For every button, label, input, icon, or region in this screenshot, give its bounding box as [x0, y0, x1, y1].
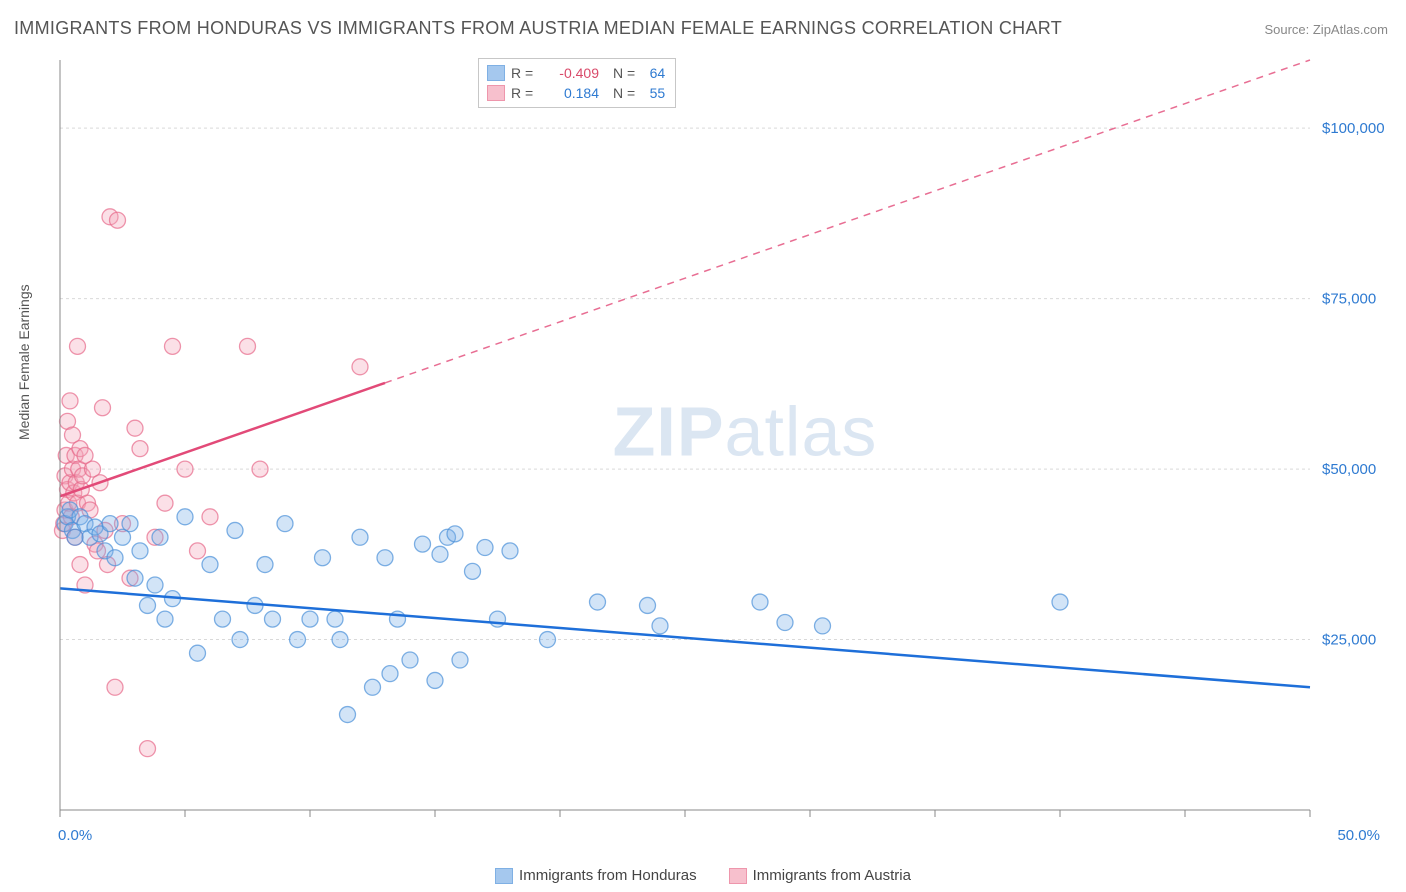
- legend-item-austria: Immigrants from Austria: [729, 867, 911, 884]
- swatch-honduras: [495, 868, 513, 884]
- n-value-honduras: 64: [641, 65, 665, 81]
- series-name-honduras: Immigrants from Honduras: [519, 867, 697, 884]
- y-axis-label: Median Female Earnings: [16, 284, 32, 440]
- source-attribution: Source: ZipAtlas.com: [1264, 22, 1388, 37]
- swatch-austria: [487, 85, 505, 101]
- svg-text:$100,000: $100,000: [1322, 120, 1385, 137]
- chart-title: IMMIGRANTS FROM HONDURAS VS IMMIGRANTS F…: [14, 18, 1062, 39]
- legend-row-austria: R = 0.184 N = 55: [487, 83, 665, 103]
- swatch-honduras: [487, 65, 505, 81]
- r-label: R =: [511, 85, 543, 101]
- svg-text:0.0%: 0.0%: [58, 827, 92, 844]
- series-name-austria: Immigrants from Austria: [753, 867, 911, 884]
- scatter-plot: $25,000 $50,000 $75,000 $100,000 ZIPatlas 0.0…: [50, 50, 1390, 850]
- r-value-honduras: -0.409: [549, 65, 599, 81]
- series-legend: Immigrants from Honduras Immigrants from…: [0, 867, 1406, 884]
- svg-text:$50,000: $50,000: [1322, 461, 1376, 478]
- n-value-austria: 55: [641, 85, 665, 101]
- source-label: Source:: [1264, 22, 1312, 37]
- chart-container: IMMIGRANTS FROM HONDURAS VS IMMIGRANTS F…: [0, 0, 1406, 892]
- swatch-austria: [729, 868, 747, 884]
- source-value: ZipAtlas.com: [1313, 22, 1388, 37]
- svg-text:50.0%: 50.0%: [1337, 827, 1380, 844]
- r-label: R =: [511, 65, 543, 81]
- n-label: N =: [613, 85, 635, 101]
- legend-row-honduras: R = -0.409 N = 64: [487, 63, 665, 83]
- svg-text:$75,000: $75,000: [1322, 291, 1376, 308]
- n-label: N =: [613, 65, 635, 81]
- correlation-legend: R = -0.409 N = 64 R = 0.184 N = 55: [478, 58, 676, 108]
- r-value-austria: 0.184: [549, 85, 599, 101]
- svg-text:ZIPatlas: ZIPatlas: [613, 392, 878, 470]
- svg-text:$25,000: $25,000: [1322, 632, 1376, 649]
- legend-item-honduras: Immigrants from Honduras: [495, 867, 697, 884]
